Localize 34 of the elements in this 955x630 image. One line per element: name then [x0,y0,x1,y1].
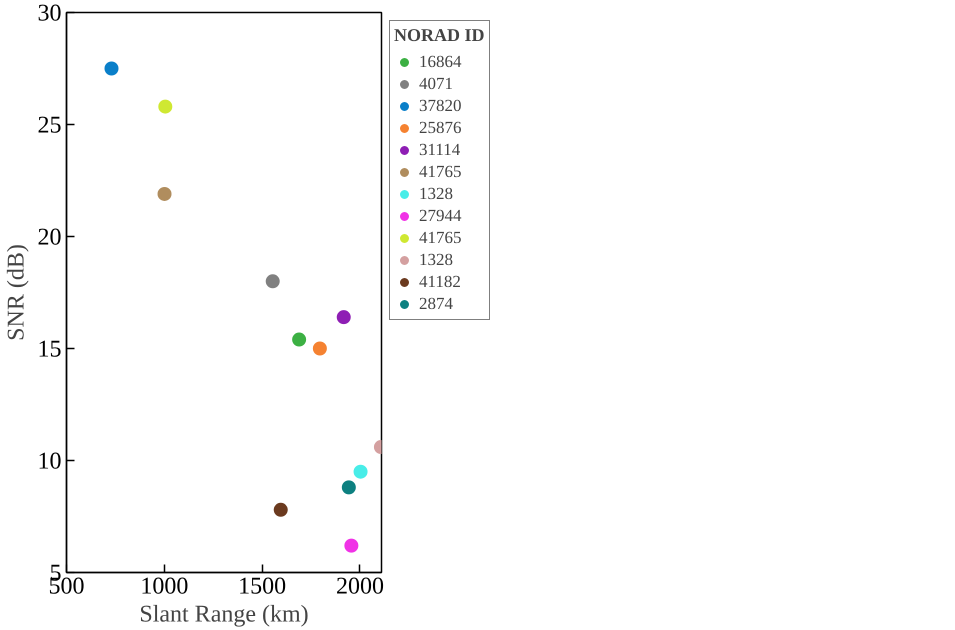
point [104,62,118,76]
point [266,274,280,288]
y-tick-label: 15 [38,336,62,362]
x-tick-label: 2000 [336,574,384,600]
point [312,342,327,356]
legend-title: NORAD ID [394,25,485,46]
x-axis-title: Slant Range (km) [139,602,309,628]
y-tick-label: 25 [38,112,62,138]
y-axis-title: SNR (dB) [4,244,30,341]
legend-label: 2874 [419,293,453,315]
y-tick-label: 20 [38,224,62,250]
point [292,332,306,347]
y-tick-label: 10 [38,448,62,474]
legend-label: 41182 [419,271,461,293]
legend-label: 31114 [419,139,460,161]
point [354,464,368,479]
legend-label: 1328 [419,249,453,271]
legend-label: 27944 [419,205,462,227]
legend-label: 41765 [419,227,462,249]
legend-label: 41765 [419,161,462,183]
legend-label: 1328 [419,183,453,205]
point [274,502,288,517]
legend-label: 16864 [419,51,462,73]
legend-label: 4071 [419,73,453,95]
x-tick-label: 1000 [140,574,188,600]
point [344,538,358,553]
point [342,480,356,494]
point [336,310,351,324]
legend-label: 37820 [419,95,462,117]
point [158,100,172,114]
legend-label: 25876 [419,117,462,139]
y-tick-label: 30 [38,0,62,26]
x-tick-label: 1500 [238,574,286,600]
point [158,186,172,201]
